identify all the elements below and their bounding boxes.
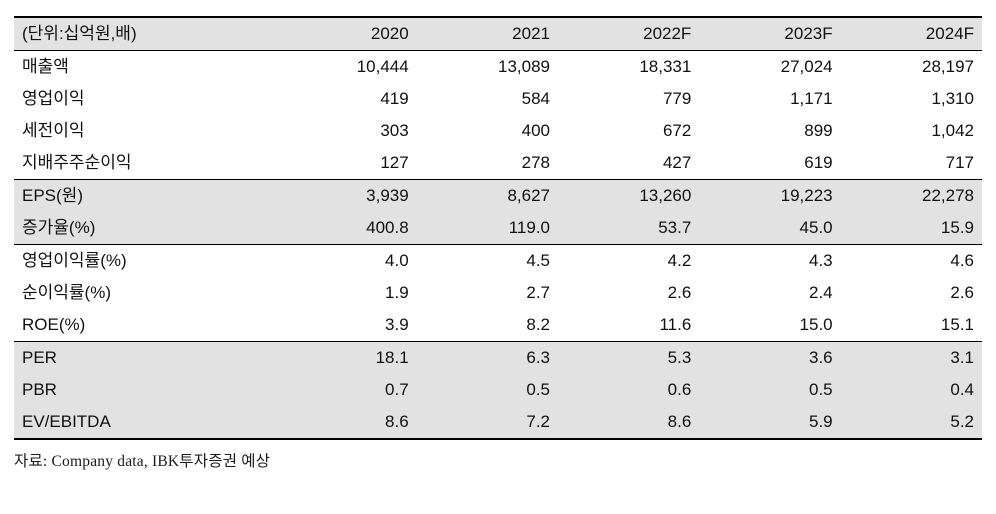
row-value: 8.2	[526, 315, 550, 334]
row-value: 5.9	[699, 406, 841, 439]
row-value: 119.0	[416, 212, 558, 245]
row-label: 매출액	[22, 57, 69, 76]
row-value: 10,444	[356, 57, 409, 76]
table-row: ROE(%) 3.9 8.2 11.6 15.0 15.1	[14, 309, 982, 342]
row-value: 4.6	[840, 244, 982, 277]
row-value: 2.6	[667, 283, 692, 302]
row-label: 영업이익률(%)	[14, 244, 276, 277]
unit-label: (단위:십억원,배)	[14, 17, 276, 51]
row-value: 0.7	[275, 374, 417, 406]
row-value: 2.7	[526, 283, 550, 302]
row-value: 278	[521, 153, 550, 172]
row-value: 1.9	[385, 283, 409, 302]
table-row: 순이익률(%) 1.9 2.7 2.6 2.4 2.6	[14, 277, 982, 309]
row-value: 127	[380, 153, 409, 172]
column-header: 2020	[275, 17, 417, 51]
row-value: 7.2	[416, 406, 558, 439]
row-value: 3.1	[840, 341, 982, 374]
row-value: 584	[521, 89, 550, 108]
column-header: 2024F	[840, 17, 982, 51]
row-label: 지배주주순이익	[22, 153, 132, 172]
row-label: PER	[14, 341, 276, 374]
row-value: 27,024	[780, 57, 833, 76]
row-value: 53.7	[558, 212, 700, 245]
row-value: 619	[804, 153, 833, 172]
row-value: 0.6	[558, 374, 700, 406]
row-value: 0.5	[416, 374, 558, 406]
table-row: 매출액 10,444 13,089 18,331 27,024 28,197	[14, 51, 982, 84]
row-value: 22,278	[840, 179, 982, 212]
row-label: PBR	[14, 374, 276, 406]
row-value: 899	[804, 121, 833, 140]
row-value: 15.1	[940, 315, 974, 334]
row-value: 3,939	[275, 179, 417, 212]
row-value: 4.5	[416, 244, 558, 277]
row-value: 13,260	[558, 179, 700, 212]
row-label: EV/EBITDA	[14, 406, 276, 439]
row-value: 717	[945, 153, 974, 172]
row-value: 11.6	[659, 315, 692, 334]
row-value: 2.6	[950, 283, 974, 302]
row-value: 13,089	[498, 57, 550, 76]
table-row: EV/EBITDA 8.6 7.2 8.6 5.9 5.2	[14, 406, 982, 439]
row-value: 1,171	[790, 89, 833, 108]
row-value: 5.2	[840, 406, 982, 439]
row-value: 1,310	[931, 89, 974, 108]
row-value: 15.9	[840, 212, 982, 245]
table-row: 증가율(%) 400.8 119.0 53.7 45.0 15.9	[14, 212, 982, 245]
row-value: 15.0	[799, 315, 833, 334]
row-value: 45.0	[699, 212, 841, 245]
table-row: 영업이익률(%) 4.0 4.5 4.2 4.3 4.6	[14, 244, 982, 277]
row-value: 303	[380, 121, 409, 140]
row-value: 0.5	[699, 374, 841, 406]
row-label: 영업이익	[22, 89, 85, 108]
row-label: EPS(원)	[14, 179, 276, 212]
row-value: 18,331	[639, 57, 692, 76]
row-value: 3.9	[385, 315, 409, 334]
table-row: 영업이익 419 584 779 1,171 1,310	[14, 83, 982, 115]
row-value: 8.6	[558, 406, 700, 439]
row-label: 세전이익	[22, 121, 85, 140]
row-value: 19,223	[699, 179, 841, 212]
table-row: 세전이익 303 400 672 899 1,042	[14, 115, 982, 147]
column-header: 2021	[416, 17, 558, 51]
header-row: (단위:십억원,배) 2020 2021 2022F 2023F 2024F	[14, 17, 982, 51]
row-value: 6.3	[416, 341, 558, 374]
row-value: 5.3	[558, 341, 700, 374]
row-value: 427	[662, 153, 692, 172]
row-value: 4.2	[558, 244, 700, 277]
column-header: 2023F	[699, 17, 841, 51]
row-value: 18.1	[275, 341, 417, 374]
table-row: PBR 0.7 0.5 0.6 0.5 0.4	[14, 374, 982, 406]
row-value: 400	[521, 121, 550, 140]
row-label: ROE(%)	[22, 315, 86, 334]
row-value: 3.6	[699, 341, 841, 374]
table-row: 지배주주순이익 127 278 427 619 717	[14, 147, 982, 180]
financial-summary-table: (단위:십억원,배) 2020 2021 2022F 2023F 2024F 매…	[14, 16, 982, 440]
row-value: 779	[662, 89, 692, 108]
row-value: 4.3	[699, 244, 841, 277]
row-value: 419	[380, 89, 409, 108]
table-body: 매출액 10,444 13,089 18,331 27,024 28,197 영…	[14, 51, 982, 439]
row-value: 0.4	[840, 374, 982, 406]
table-row: EPS(원) 3,939 8,627 13,260 19,223 22,278	[14, 179, 982, 212]
table-header: (단위:십억원,배) 2020 2021 2022F 2023F 2024F	[14, 17, 982, 51]
column-header: 2022F	[558, 17, 700, 51]
row-value: 4.0	[275, 244, 417, 277]
row-label: 증가율(%)	[14, 212, 276, 245]
row-value: 8,627	[416, 179, 558, 212]
row-value: 1,042	[931, 121, 974, 140]
source-note: 자료: Company data, IBK투자증권 예상	[14, 453, 271, 470]
row-value: 400.8	[275, 212, 417, 245]
row-value: 28,197	[922, 57, 974, 76]
row-value: 2.4	[808, 283, 833, 302]
row-value: 8.6	[275, 406, 417, 439]
row-label: 순이익률(%)	[22, 283, 111, 302]
table-row: PER 18.1 6.3 5.3 3.6 3.1	[14, 341, 982, 374]
row-value: 672	[662, 121, 692, 140]
